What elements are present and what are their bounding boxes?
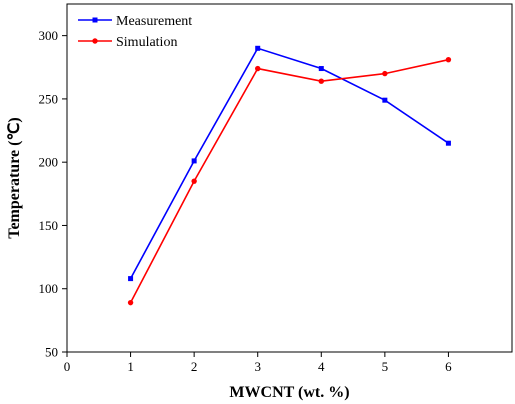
data-point	[127, 299, 134, 306]
series-line-measurement	[129, 47, 449, 279]
x-tick-label: 5	[382, 359, 389, 374]
x-tick-label: 2	[191, 359, 198, 374]
y-tick-label: 50	[45, 345, 58, 360]
y-tick-label: 300	[39, 28, 59, 43]
data-point	[382, 97, 388, 103]
data-point	[191, 178, 197, 184]
data-point	[128, 276, 134, 282]
y-tick-label: 250	[39, 91, 59, 106]
series-measurement	[128, 45, 451, 282]
series-line-simulation	[129, 58, 449, 304]
data-point	[382, 70, 388, 77]
data-point	[255, 45, 261, 51]
x-axis-label: MWCNT (wt. %)	[229, 384, 349, 401]
data-point	[445, 140, 451, 146]
y-tick-label: 100	[39, 281, 59, 296]
legend-entry-measurement: Measurement	[78, 14, 192, 29]
data-point	[191, 158, 197, 164]
legend-label: Measurement	[116, 14, 192, 29]
data-point	[445, 56, 452, 63]
y-tick-label: 150	[39, 218, 59, 233]
x-tick-label: 3	[254, 359, 261, 374]
data-point	[318, 66, 324, 72]
legend-entry-simulation: Simulation	[78, 35, 177, 50]
x-tick-label: 4	[318, 359, 325, 374]
plot-frame	[66, 3, 513, 353]
legend-marker	[92, 38, 98, 44]
x-tick-label: 0	[64, 359, 71, 374]
legend-marker	[92, 17, 98, 23]
x-tick-label: 1	[127, 359, 134, 374]
x-tick-label: 6	[445, 359, 452, 374]
y-axis-label: Temperature (℃)	[6, 117, 23, 239]
y-tick-label: 200	[39, 155, 59, 170]
series-simulation	[127, 56, 452, 306]
legend-label: Simulation	[116, 35, 177, 50]
data-point	[255, 65, 261, 72]
data-point	[318, 78, 324, 84]
